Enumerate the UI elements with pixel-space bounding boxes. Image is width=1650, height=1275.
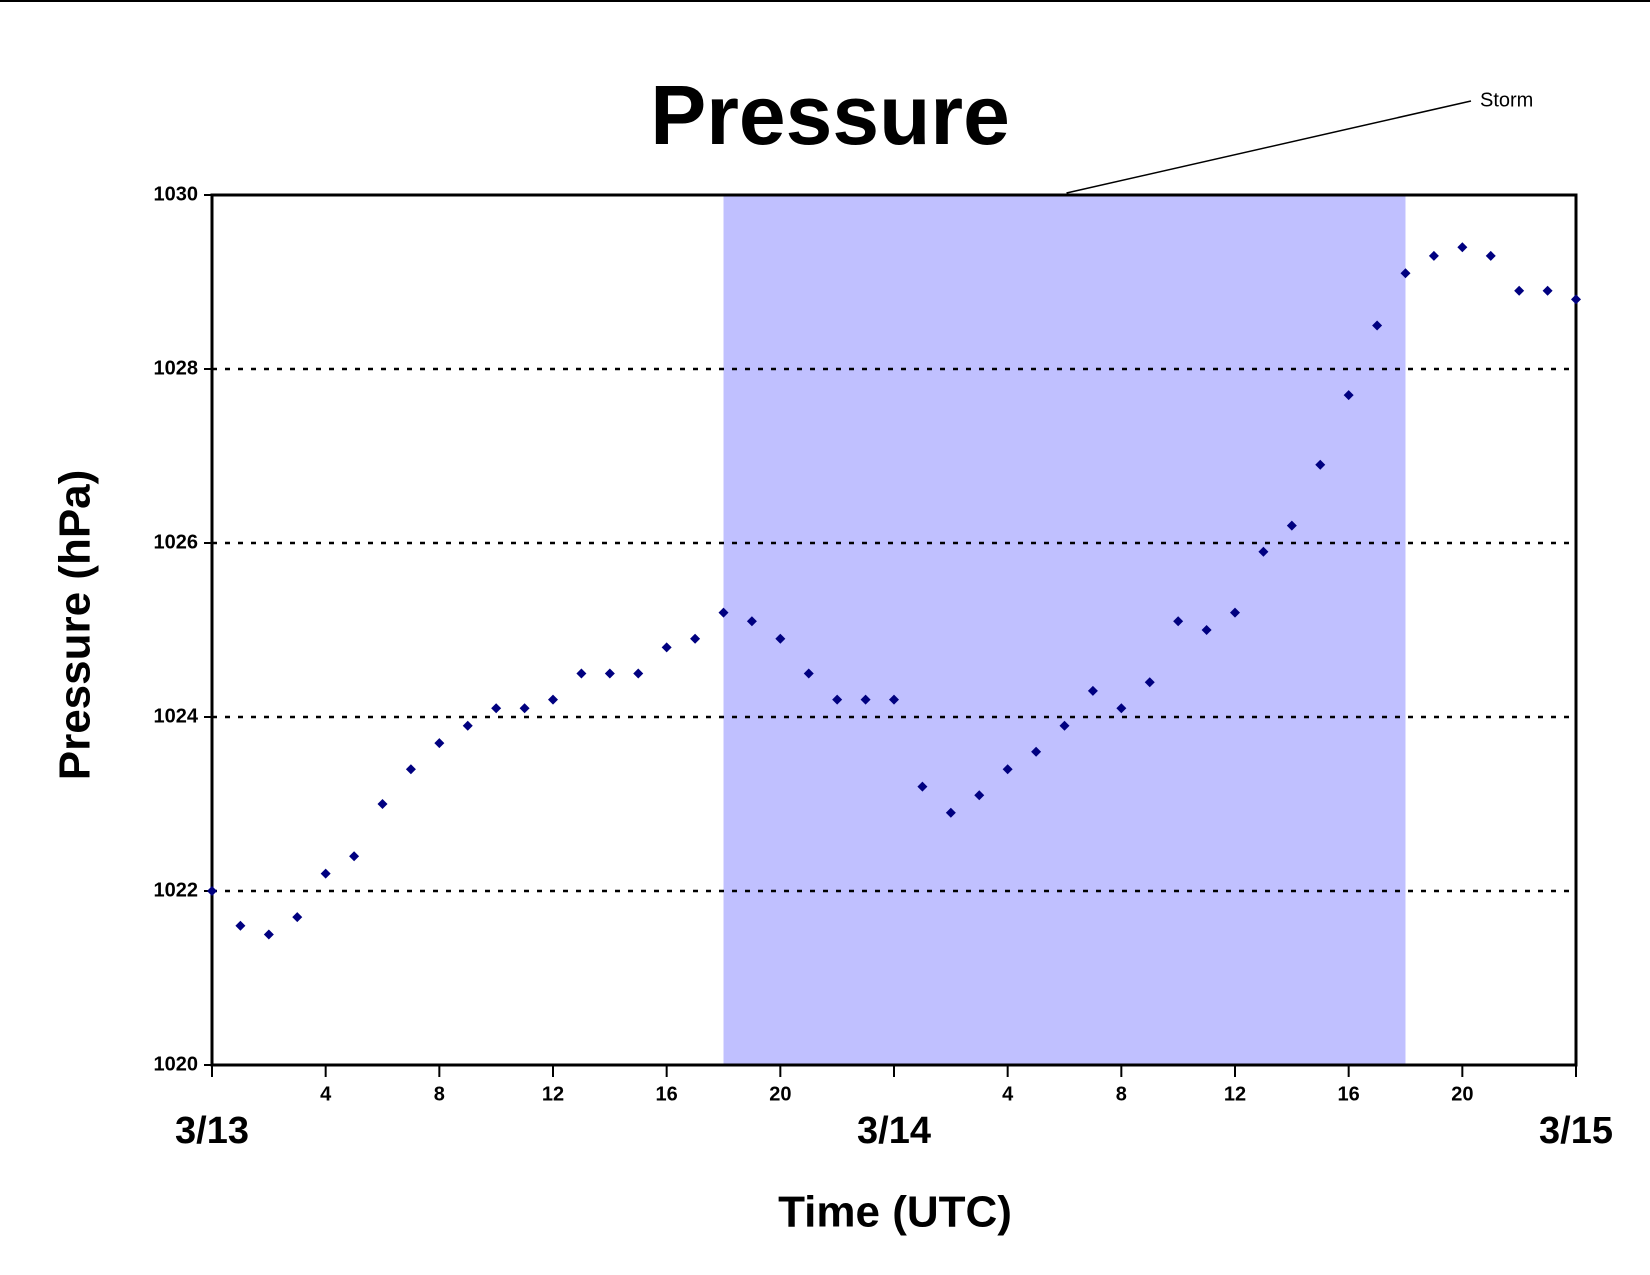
x-axis-label: Time (UTC) [778,1188,1012,1237]
data-point [889,694,899,705]
data-point [1201,625,1212,635]
data-point [462,720,473,731]
data-point [832,694,843,705]
data-point [690,633,701,644]
data-point [1002,764,1013,775]
x-tick-label: 16 [1338,1083,1360,1105]
y-tick-label: 1020 [154,1053,199,1075]
data-point [263,929,274,940]
data-point [1571,294,1581,305]
data-point [1230,607,1240,618]
data-point [917,781,928,792]
x-tick-label: 4 [320,1083,332,1105]
data-point [1315,459,1326,470]
data-point [1258,546,1269,557]
data-point [576,668,587,679]
data-point [661,642,672,653]
x-tick-label: 12 [542,1083,564,1105]
y-tick-label: 1026 [154,531,199,553]
data-point [803,668,814,679]
y-tick-label: 1028 [154,357,199,379]
data-point [604,668,615,679]
data-point [1059,720,1070,731]
data-point [1372,320,1383,331]
x-tick-label: 16 [656,1083,678,1105]
annotation: Storm [1480,89,1533,111]
y-tick-label: 1030 [154,183,199,205]
data-point [860,694,871,705]
data-point [320,868,331,879]
x-tick-label: 20 [1451,1083,1473,1105]
x-tick-label: 8 [1116,1083,1127,1105]
data-point [1343,390,1354,401]
data-point [1116,703,1127,714]
data-point [434,738,445,749]
data-point [1428,250,1439,261]
data-point [1286,520,1297,531]
data-point [945,807,956,818]
data-point [718,607,729,618]
y-axis-label: Pressure (hPa) [51,470,100,781]
data-point [1144,677,1155,688]
data-point [1087,685,1098,696]
y-tick-label: 1022 [154,879,199,901]
x-date-label: 3/13 [175,1110,249,1152]
data-point [548,694,558,705]
data-point [746,616,757,627]
data-point [633,668,644,679]
x-tick-label: 20 [769,1083,791,1105]
data-point [1031,746,1042,757]
data-point [1173,616,1184,627]
data-point [377,799,388,809]
plot-frame [210,193,1578,1067]
data-point [292,912,303,923]
data-point [519,703,530,714]
data-point [1514,285,1525,296]
data-point [491,703,502,714]
data-point [1485,250,1496,261]
y-tick-label: 1024 [154,705,199,727]
data-point [974,790,985,801]
x-tick-label: 12 [1224,1083,1246,1105]
data-point [207,886,217,896]
x-tick-label: 8 [434,1083,445,1105]
data-point [235,920,246,931]
data-point [405,764,416,775]
data-point [1400,268,1411,279]
x-date-label: 3/15 [1539,1110,1613,1152]
x-tick-label: 4 [1002,1083,1014,1105]
annotation-leader [1066,100,1472,194]
data-point [349,851,360,862]
x-date-label: 3/14 [857,1110,931,1152]
data-point [775,633,786,644]
data-point [1542,285,1553,296]
storm-shade [723,195,1406,1065]
data-point [1457,242,1468,253]
chart-title: Pressure [650,68,1010,162]
